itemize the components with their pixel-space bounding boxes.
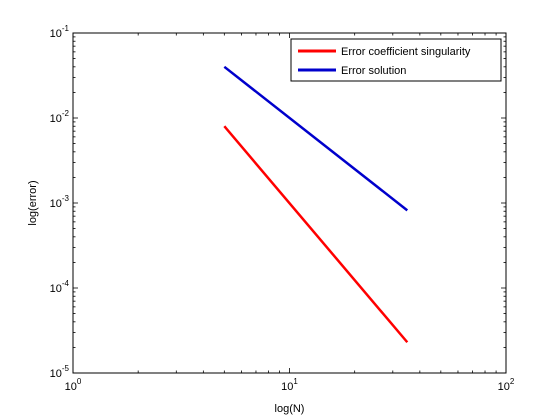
legend-entry-error-solution: Error solution — [341, 65, 406, 77]
series-line-error-coefficient-singularity — [223, 125, 409, 344]
y-tick-label: 10-5 — [50, 364, 70, 380]
y-tick-label: 10-4 — [50, 279, 70, 295]
x-tick-label: 101 — [281, 377, 298, 393]
series-line-error-solution — [223, 65, 409, 212]
x-axis-label: log(N) — [275, 403, 305, 415]
lines-layer — [223, 65, 409, 344]
legend-box — [290, 38, 502, 82]
legend-entry-error-coefficient-singularity: Error coefficient singularity — [341, 46, 471, 58]
y-tick-label: 10-3 — [50, 194, 70, 210]
ticks-layer: 100 101 102 10-5 10-4 10-3 10-2 10-1 — [50, 24, 515, 393]
y-axis-label: log(error) — [27, 180, 39, 225]
legend: Error coefficient singularity Error solu… — [290, 38, 502, 82]
y-tick-label: 10-1 — [50, 24, 70, 40]
y-tick-label: 10-2 — [50, 109, 70, 125]
plot-frame — [72, 32, 507, 374]
x-tick-label: 100 — [65, 377, 82, 393]
x-tick-label: 102 — [498, 377, 515, 393]
